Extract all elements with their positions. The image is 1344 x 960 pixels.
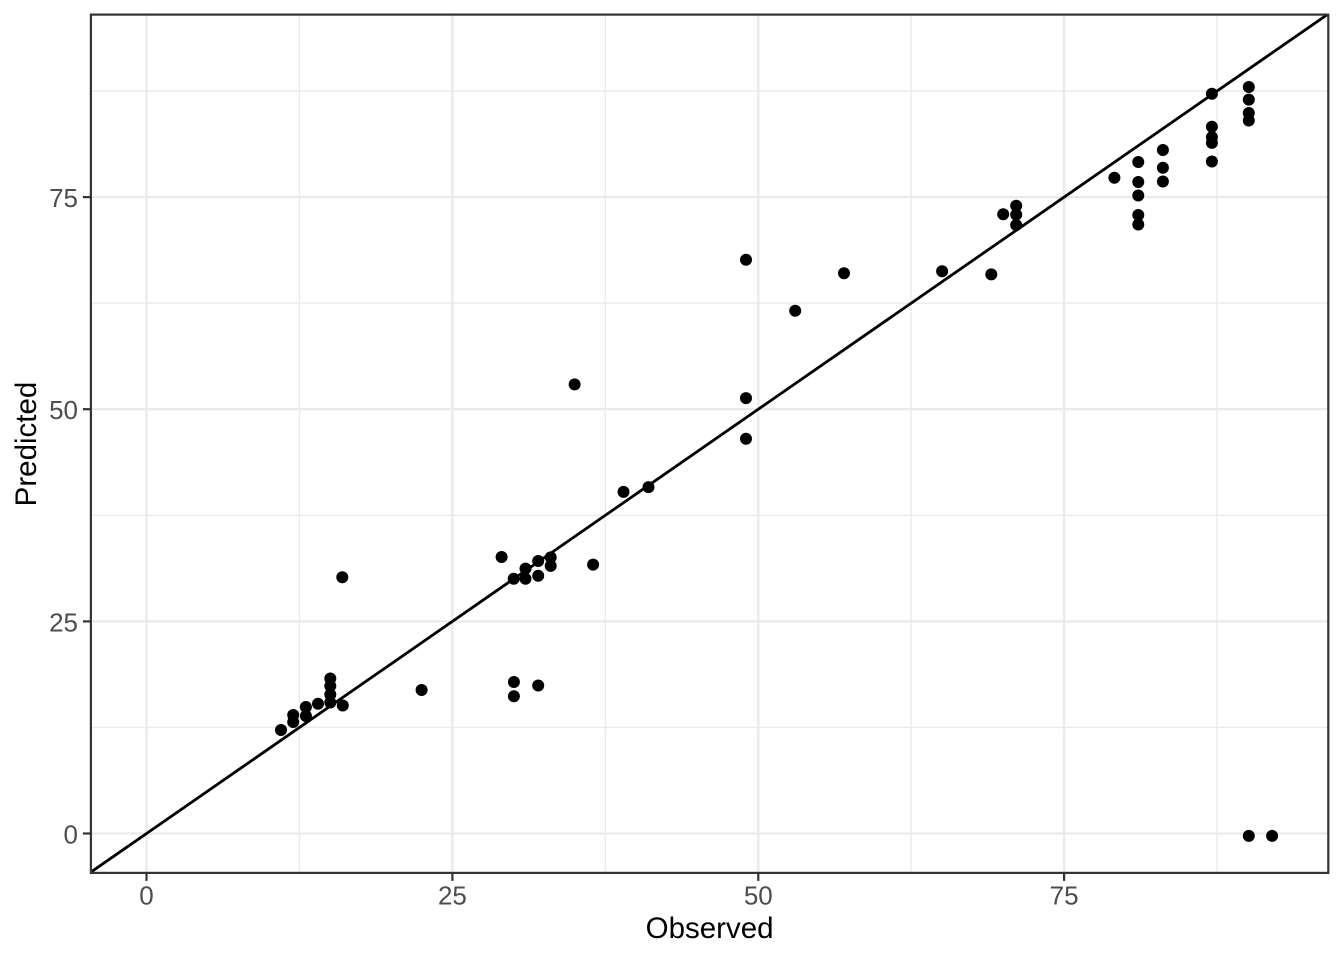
svg-text:Observed: Observed [646, 912, 774, 945]
svg-text:0: 0 [64, 819, 78, 849]
svg-text:50: 50 [49, 395, 78, 425]
svg-text:75: 75 [1050, 880, 1079, 910]
svg-text:25: 25 [438, 880, 467, 910]
svg-text:0: 0 [139, 880, 153, 910]
svg-text:Predicted: Predicted [10, 382, 43, 507]
svg-text:75: 75 [49, 183, 78, 213]
svg-text:50: 50 [744, 880, 773, 910]
svg-text:25: 25 [49, 607, 78, 637]
